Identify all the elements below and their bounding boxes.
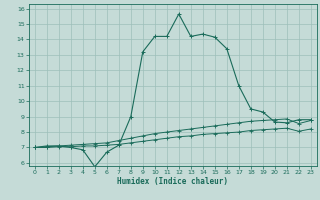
X-axis label: Humidex (Indice chaleur): Humidex (Indice chaleur) [117, 177, 228, 186]
